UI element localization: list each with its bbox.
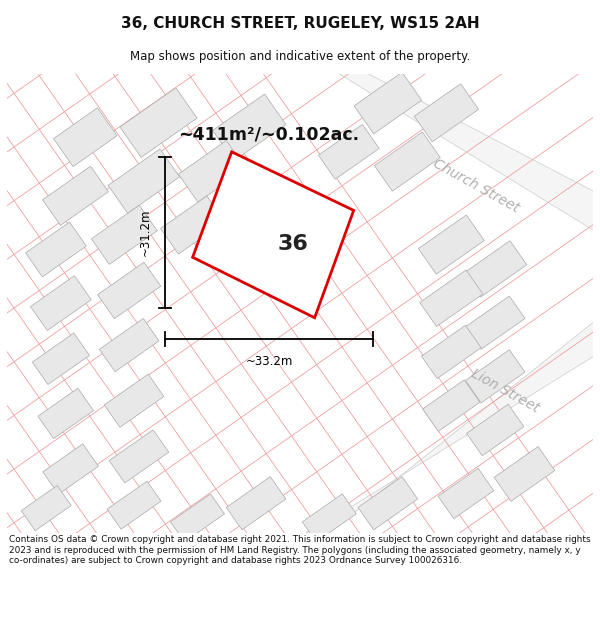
Text: 36: 36 bbox=[277, 234, 308, 254]
Polygon shape bbox=[494, 446, 555, 501]
Polygon shape bbox=[466, 296, 525, 349]
Polygon shape bbox=[466, 350, 525, 403]
Text: ~411m²/~0.102ac.: ~411m²/~0.102ac. bbox=[178, 125, 359, 143]
Polygon shape bbox=[438, 468, 494, 519]
Polygon shape bbox=[107, 481, 161, 529]
Polygon shape bbox=[108, 149, 179, 213]
Polygon shape bbox=[302, 494, 356, 542]
Polygon shape bbox=[43, 166, 109, 226]
Polygon shape bbox=[120, 88, 197, 158]
Polygon shape bbox=[354, 72, 422, 134]
Polygon shape bbox=[91, 205, 157, 264]
Polygon shape bbox=[32, 333, 89, 384]
Polygon shape bbox=[193, 152, 353, 318]
Polygon shape bbox=[420, 270, 483, 326]
Text: Map shows position and indicative extent of the property.: Map shows position and indicative extent… bbox=[130, 50, 470, 63]
Polygon shape bbox=[31, 276, 91, 331]
Polygon shape bbox=[43, 444, 98, 494]
Polygon shape bbox=[178, 141, 246, 202]
Polygon shape bbox=[26, 222, 86, 277]
Polygon shape bbox=[226, 477, 286, 530]
Polygon shape bbox=[319, 124, 379, 179]
Polygon shape bbox=[160, 196, 225, 254]
Polygon shape bbox=[104, 374, 164, 428]
Polygon shape bbox=[421, 326, 481, 379]
Polygon shape bbox=[358, 477, 418, 530]
Text: Contains OS data © Crown copyright and database right 2021. This information is : Contains OS data © Crown copyright and d… bbox=[9, 535, 590, 565]
Text: ~31.2m: ~31.2m bbox=[139, 209, 152, 256]
Polygon shape bbox=[212, 94, 286, 161]
Text: Church Street: Church Street bbox=[430, 156, 521, 216]
Text: ~33.2m: ~33.2m bbox=[245, 355, 293, 368]
Polygon shape bbox=[109, 430, 169, 483]
Text: 36, CHURCH STREET, RUGELEY, WS15 2AH: 36, CHURCH STREET, RUGELEY, WS15 2AH bbox=[121, 16, 479, 31]
Polygon shape bbox=[170, 494, 224, 542]
Polygon shape bbox=[100, 319, 159, 372]
Polygon shape bbox=[374, 132, 440, 191]
Polygon shape bbox=[310, 322, 593, 532]
Polygon shape bbox=[467, 404, 524, 456]
Text: Lion Street: Lion Street bbox=[469, 366, 541, 416]
Polygon shape bbox=[414, 84, 479, 142]
Polygon shape bbox=[21, 486, 71, 531]
Polygon shape bbox=[38, 388, 94, 439]
Polygon shape bbox=[98, 262, 161, 319]
Polygon shape bbox=[422, 380, 480, 431]
Polygon shape bbox=[53, 107, 117, 167]
Polygon shape bbox=[464, 241, 527, 298]
Polygon shape bbox=[339, 74, 593, 230]
Polygon shape bbox=[418, 215, 484, 274]
